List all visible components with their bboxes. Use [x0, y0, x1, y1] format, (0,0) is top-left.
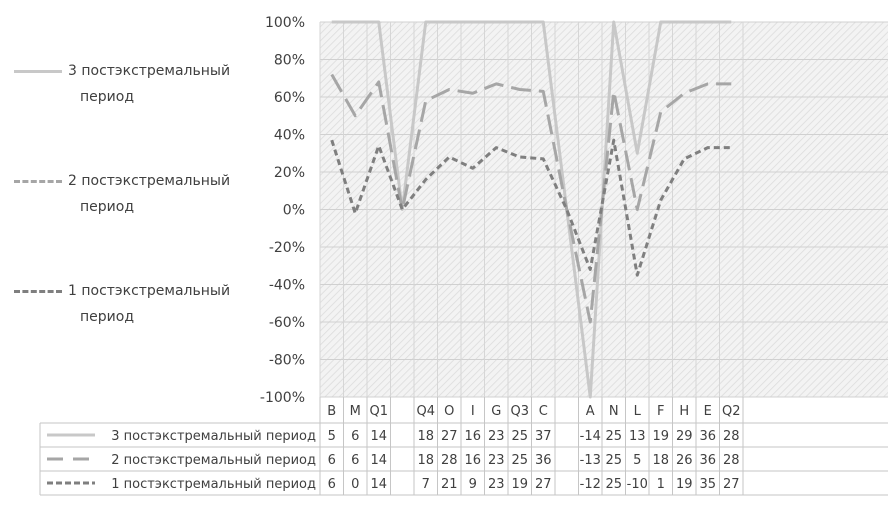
- y-tick-label: 100%: [265, 15, 305, 31]
- legend-label: 1 постэкстремальный: [68, 283, 231, 299]
- table-cell-value: 13: [629, 429, 646, 444]
- y-tick-label: 40%: [274, 128, 305, 144]
- series-lines: [330, 20, 732, 399]
- y-axis-ticks: 100% 80% 60% 40% 20% 0% -20% -40% -60% -80% -100%: [260, 15, 305, 406]
- series-line-3: [330, 138, 732, 277]
- table-cell-value: -13: [580, 453, 601, 468]
- series-line-2: [330, 73, 732, 324]
- table-cell-value: 23: [488, 453, 505, 468]
- table-cell-value: 23: [488, 429, 505, 444]
- table-cell-value: 36: [535, 453, 552, 468]
- category-label: O: [444, 404, 454, 419]
- legend-label-continued: период: [80, 89, 134, 105]
- category-label: E: [704, 404, 712, 419]
- category-label: A: [586, 404, 595, 419]
- y-tick-label: -60%: [269, 315, 305, 331]
- table-cell-value: 25: [605, 429, 622, 444]
- legend-label: 2 постэкстремальный: [68, 173, 231, 189]
- gridlines: [319, 21, 888, 398]
- table-cell-value: 5: [633, 453, 641, 468]
- table-cell-value: 28: [723, 429, 740, 444]
- table-cell-value: 25: [605, 453, 622, 468]
- table-cell-value: 9: [469, 477, 477, 492]
- category-label: N: [609, 404, 619, 419]
- table-cell-value: 6: [351, 453, 359, 468]
- category-label: H: [679, 404, 689, 419]
- table-cell-value: 18: [417, 453, 434, 468]
- table-cell-value: 14: [370, 477, 387, 492]
- table-cell-value: 27: [441, 429, 458, 444]
- legend-item-1: 3 постэкстремальный период: [14, 58, 249, 110]
- legend-label-continued: период: [80, 199, 134, 215]
- y-tick-label: 20%: [274, 165, 305, 181]
- table-cell-value: 5: [328, 429, 336, 444]
- legend-label-continued: период: [80, 309, 134, 325]
- table-cell-value: 6: [351, 429, 359, 444]
- table-cell-value: 28: [441, 453, 458, 468]
- table-cell-value: 28: [723, 453, 740, 468]
- category-label: M: [350, 404, 361, 419]
- legend-label: 3 постэкстремальный: [68, 63, 231, 79]
- table-cell-value: -10: [627, 477, 648, 492]
- table-cell-value: 6: [328, 477, 336, 492]
- category-label: Q4: [416, 404, 435, 419]
- table-cell-value: 19: [511, 477, 528, 492]
- table-cell-value: 16: [464, 453, 481, 468]
- y-tick-label: -20%: [269, 240, 305, 256]
- table-cell-value: 14: [370, 453, 387, 468]
- legend-swatch: [14, 179, 62, 183]
- category-label: C: [539, 404, 548, 419]
- legend-item-3: 1 постэкстремальный период: [14, 278, 249, 330]
- y-tick-label: 60%: [274, 90, 305, 106]
- table-cell-value: 19: [652, 429, 669, 444]
- y-tick-label: -40%: [269, 278, 305, 294]
- table-cell-value: 7: [422, 477, 430, 492]
- table-cell-value: 35: [699, 477, 716, 492]
- table-cell-value: 29: [676, 429, 693, 444]
- category-label: L: [634, 404, 642, 419]
- table-cell-value: 25: [511, 429, 528, 444]
- category-label: Q3: [510, 404, 529, 419]
- table-cell-value: 27: [535, 477, 552, 492]
- table-cell-value: 0: [351, 477, 359, 492]
- category-label: F: [657, 404, 664, 419]
- legend-swatch: [14, 69, 62, 73]
- table-cell-value: 6: [328, 453, 336, 468]
- data-table: B M Q1 Q4 O I G Q3 C A N L F H E Q2 3 постэкстремальный …: [39, 397, 888, 496]
- category-label: I: [471, 404, 475, 419]
- table-cell-value: 14: [370, 429, 387, 444]
- table-cell-value: -14: [580, 429, 601, 444]
- table-row-label: 3 постэкстремальный период: [111, 429, 316, 444]
- category-label: G: [491, 404, 501, 419]
- legend-swatch: [14, 289, 62, 293]
- table-row-label: 2 постэкстремальный период: [111, 453, 316, 468]
- y-tick-label: 80%: [274, 53, 305, 69]
- table-cell-value: 16: [464, 429, 481, 444]
- table-cell-value: -12: [580, 477, 601, 492]
- table-cell-value: 25: [511, 453, 528, 468]
- table-cell-value: 18: [417, 429, 434, 444]
- table-cell-value: 23: [488, 477, 505, 492]
- category-label: B: [327, 404, 336, 419]
- y-tick-label: -80%: [269, 353, 305, 369]
- y-tick-label: 0%: [283, 203, 305, 219]
- y-tick-label: -100%: [260, 390, 305, 406]
- table-cell-value: 19: [676, 477, 693, 492]
- table-row-label: 1 постэкстремальный период: [111, 477, 316, 492]
- table-cell-value: 25: [605, 477, 622, 492]
- table-cell-value: 26: [676, 453, 693, 468]
- table-cell-value: 21: [441, 477, 458, 492]
- table-cell-value: 18: [652, 453, 669, 468]
- table-cell-value: 1: [657, 477, 665, 492]
- series-line-1: [331, 20, 732, 399]
- legend-item-2: 2 постэкстремальный период: [14, 168, 249, 220]
- table-cell-value: 36: [699, 453, 716, 468]
- table-cell-value: 36: [699, 429, 716, 444]
- table-cell-value: 27: [723, 477, 740, 492]
- category-label: Q1: [369, 404, 388, 419]
- category-label: Q2: [722, 404, 741, 419]
- table-cell-value: 37: [535, 429, 552, 444]
